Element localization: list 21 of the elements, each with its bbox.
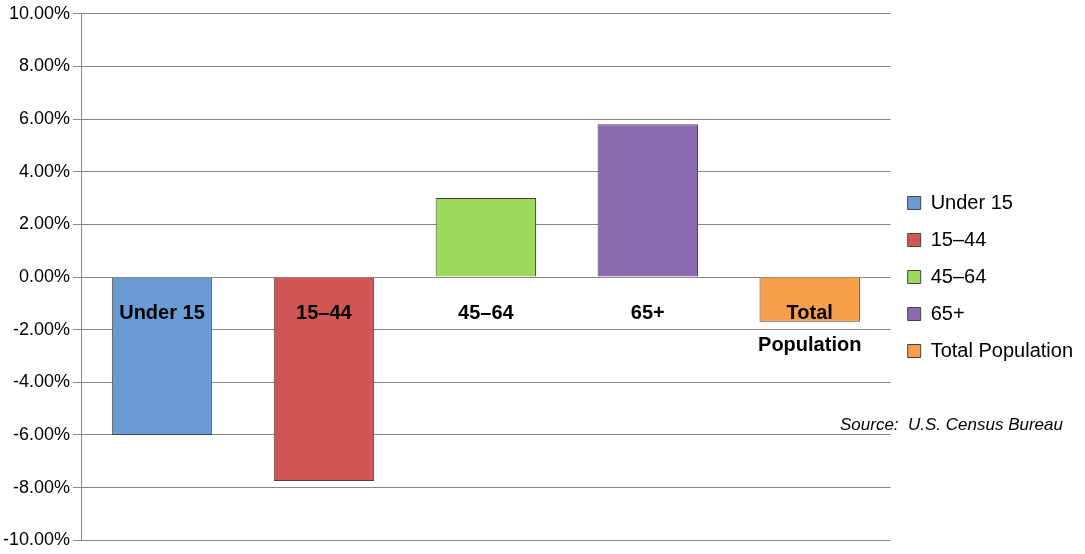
x-tick-label: Total Population (758, 300, 862, 355)
y-tick-label: 4.00% (19, 160, 71, 181)
y-tick-label: -6.00% (13, 423, 71, 444)
y-tick-label: -8.00% (13, 476, 71, 497)
legend-label: 45–64 (930, 264, 987, 287)
y-tick-label: -4.00% (13, 371, 71, 392)
y-tick-label: 10.00% (8, 2, 71, 23)
y-tick-label: -10.00% (3, 529, 71, 550)
legend-label: Under 15 (930, 190, 1013, 213)
legend-label: Total Population (930, 338, 1073, 361)
y-tick-label: 0.00% (19, 265, 71, 286)
y-tick-label: 8.00% (19, 55, 71, 76)
annotation: Source: U.S. Census Bureau (839, 415, 1064, 434)
x-tick-label: 15–44 (296, 300, 353, 323)
legend-label: 15–44 (930, 227, 987, 250)
x-tick-label: 65+ (630, 300, 665, 323)
x-tick-label: Under 15 (119, 300, 205, 323)
y-tick-label: -2.00% (13, 318, 71, 339)
y-tick-label: 2.00% (19, 213, 71, 234)
y-tick-label: 6.00% (19, 108, 71, 129)
x-tick-label: 45–64 (458, 300, 515, 323)
